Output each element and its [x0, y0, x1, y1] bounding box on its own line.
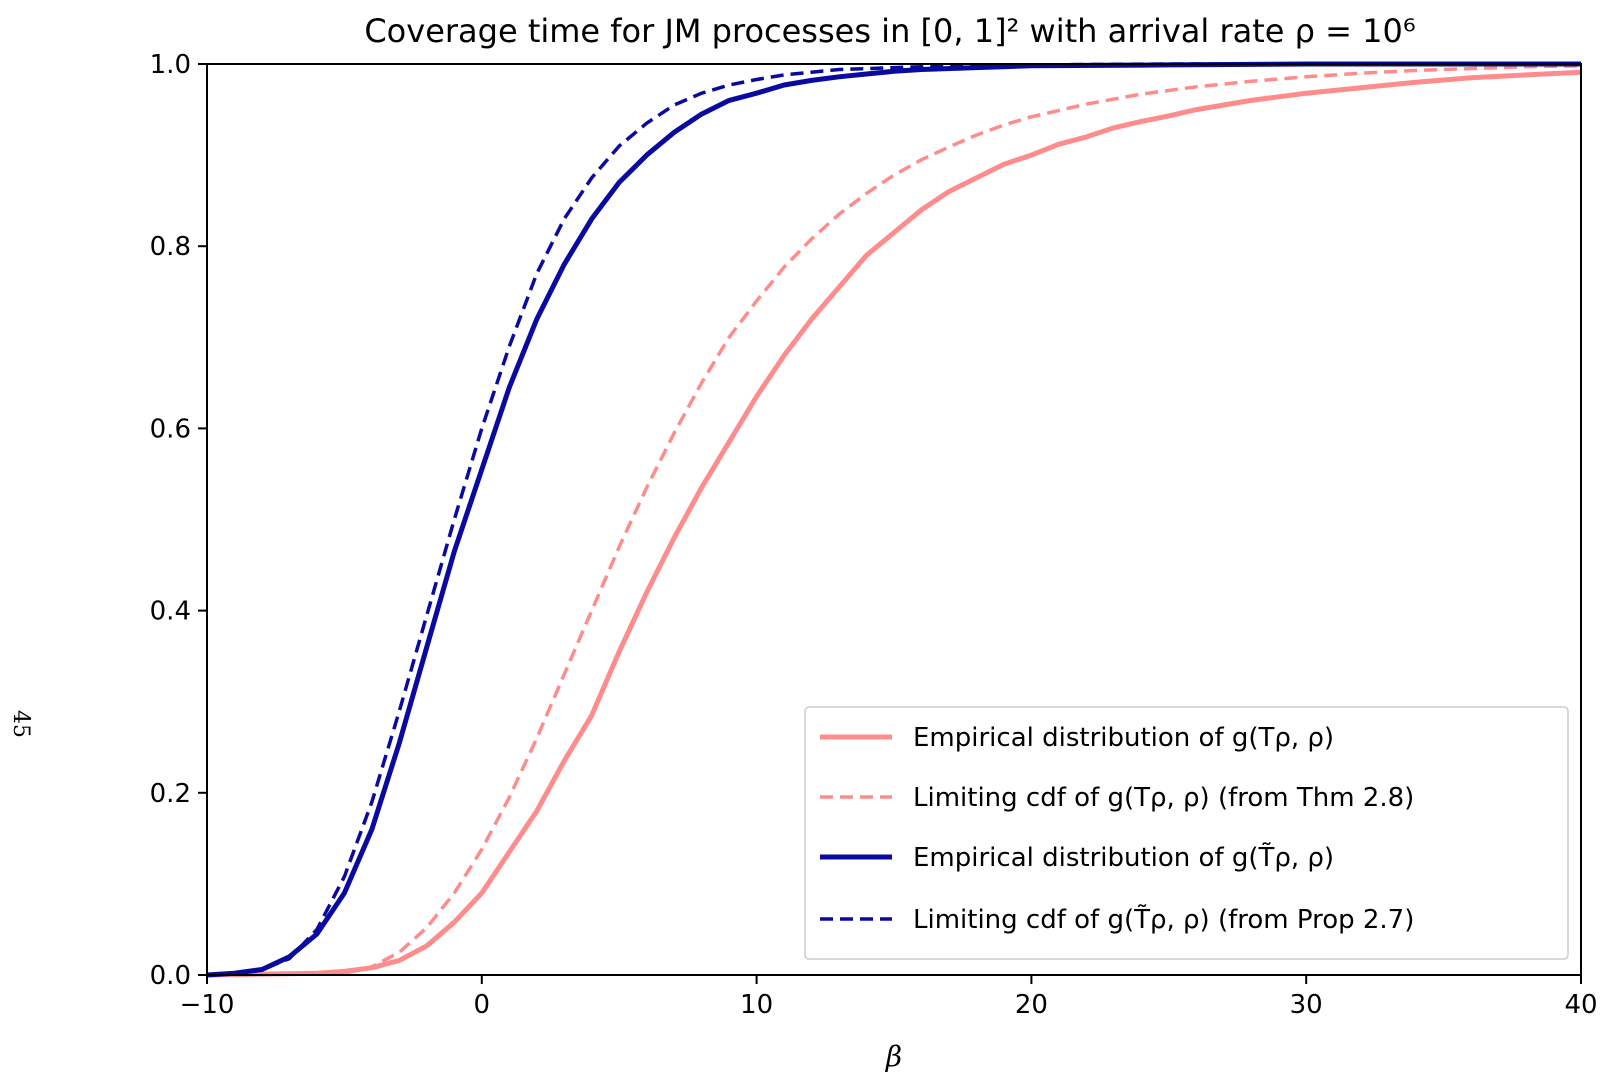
- series-line-2: [344, 64, 1582, 975]
- series-line-3: [206, 61, 1581, 978]
- x-axis: −10 0 10 20 30 40: [180, 975, 1598, 1020]
- y-tick-label: 1.0: [150, 50, 191, 80]
- plot-area-frame: [206, 63, 1582, 976]
- y-axis: 0.0 0.2 0.4 0.6 0.8 1.0: [150, 50, 207, 991]
- x-tick-label: −10: [180, 990, 235, 1020]
- y-tick-label: 0.6: [150, 414, 191, 444]
- chart-title: Coverage time for JM processes in [0, 1]…: [364, 12, 1415, 50]
- series-layer: [206, 61, 1582, 978]
- legend-box: [804, 706, 1569, 960]
- series-line-4: [206, 62, 1581, 977]
- series-line-1: [206, 69, 1582, 978]
- page-side-number: 45: [8, 710, 33, 738]
- x-axis-label: β: [885, 1040, 902, 1073]
- legend-label-1: Empirical distribution of g(Tρ, ρ): [913, 723, 1334, 753]
- legend-label-2: Limiting cdf of g(Tρ, ρ) (from Thm 2.8): [913, 783, 1414, 813]
- x-tick-label: 0: [474, 990, 491, 1020]
- y-tick-label: 0.2: [150, 779, 191, 809]
- x-tick-label: 20: [1015, 990, 1048, 1020]
- y-tick-label: 0.8: [150, 232, 191, 262]
- x-tick-label: 40: [1564, 990, 1597, 1020]
- x-tick-label: 10: [740, 990, 773, 1020]
- legend-label-3: Empirical distribution of g(T̃ρ, ρ): [913, 841, 1334, 873]
- legend-label-4: Limiting cdf of g(T̃ρ, ρ) (from Prop 2.7…: [913, 903, 1414, 935]
- y-tick-label: 0.0: [150, 961, 191, 991]
- y-tick-label: 0.4: [150, 597, 191, 627]
- x-tick-label: 30: [1290, 990, 1323, 1020]
- legend: Empirical distribution of g(Tρ, ρ) Limiti…: [804, 706, 1569, 960]
